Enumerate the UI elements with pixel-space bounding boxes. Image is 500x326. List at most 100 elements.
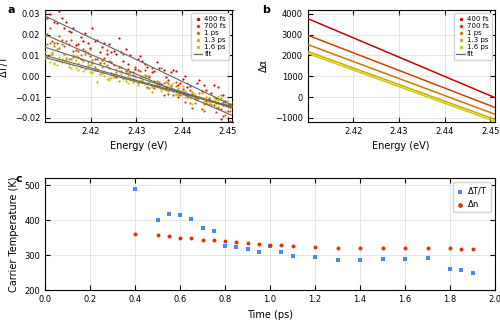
Point bbox=[140, 74, 148, 79]
Point bbox=[140, 72, 148, 77]
Point bbox=[181, 100, 189, 105]
Point bbox=[93, 57, 101, 62]
Point bbox=[190, 93, 198, 98]
Point bbox=[200, 101, 208, 107]
Point bbox=[176, 90, 184, 95]
Point bbox=[224, 103, 232, 109]
Point bbox=[138, 77, 146, 82]
Point bbox=[219, 92, 227, 97]
Point bbox=[86, 62, 94, 67]
$\Delta$n bbox=[187, 236, 195, 241]
Point bbox=[53, 40, 61, 45]
Point bbox=[108, 59, 116, 65]
Point bbox=[202, 88, 210, 93]
Point bbox=[53, 21, 61, 26]
Point bbox=[228, 109, 236, 114]
Point bbox=[174, 87, 182, 92]
Point bbox=[222, 99, 230, 104]
$\Delta$n bbox=[311, 244, 319, 250]
Point bbox=[58, 37, 66, 43]
Point bbox=[202, 94, 210, 99]
Point bbox=[55, 9, 63, 14]
Point bbox=[72, 53, 80, 58]
$\Delta$n bbox=[221, 239, 229, 244]
$\Delta$n bbox=[266, 242, 274, 247]
Point bbox=[155, 81, 163, 86]
Point bbox=[53, 63, 61, 68]
Point bbox=[120, 74, 128, 79]
Point bbox=[55, 58, 63, 64]
Point bbox=[205, 100, 213, 105]
Point bbox=[48, 52, 56, 57]
$\Delta$T/T bbox=[468, 270, 476, 275]
Legend: $\Delta$T/T, $\Delta$n: $\Delta$T/T, $\Delta$n bbox=[454, 182, 491, 213]
Point bbox=[64, 56, 72, 62]
Point bbox=[193, 94, 201, 99]
$\Delta$n bbox=[254, 241, 263, 246]
Point bbox=[88, 25, 96, 31]
Point bbox=[60, 43, 68, 49]
Point bbox=[64, 64, 72, 69]
Point bbox=[60, 52, 68, 57]
Point bbox=[76, 52, 84, 58]
Point bbox=[91, 56, 99, 61]
$\Delta$n bbox=[198, 237, 206, 243]
$\Delta$n bbox=[334, 245, 342, 250]
Point bbox=[212, 95, 220, 100]
Point bbox=[224, 108, 232, 113]
Point bbox=[216, 106, 224, 111]
Point bbox=[120, 76, 128, 82]
Point bbox=[198, 91, 205, 96]
Point bbox=[48, 38, 56, 43]
Point bbox=[64, 42, 72, 47]
Point bbox=[50, 41, 58, 46]
Point bbox=[82, 67, 90, 72]
Point bbox=[193, 80, 201, 85]
Point bbox=[62, 20, 70, 25]
$\Delta$n bbox=[210, 238, 218, 243]
Point bbox=[181, 90, 189, 95]
Point bbox=[186, 95, 194, 100]
Point bbox=[222, 113, 230, 118]
Point bbox=[150, 85, 158, 90]
Point bbox=[86, 69, 94, 74]
Point bbox=[96, 71, 104, 76]
Point bbox=[50, 20, 58, 25]
Point bbox=[178, 87, 186, 93]
Point bbox=[102, 63, 110, 68]
Point bbox=[60, 58, 68, 63]
Point bbox=[152, 81, 160, 86]
Point bbox=[136, 74, 144, 79]
Point bbox=[226, 101, 234, 106]
Point bbox=[70, 49, 78, 54]
Point bbox=[148, 69, 156, 75]
Point bbox=[193, 96, 201, 101]
Point bbox=[105, 41, 113, 46]
Point bbox=[93, 79, 101, 84]
Text: a: a bbox=[8, 5, 15, 15]
Point bbox=[46, 41, 54, 46]
Point bbox=[214, 106, 222, 111]
Point bbox=[188, 92, 196, 97]
Point bbox=[193, 98, 201, 103]
Point bbox=[110, 48, 118, 53]
Point bbox=[140, 82, 148, 87]
Point bbox=[140, 62, 148, 67]
Point bbox=[176, 89, 184, 94]
Point bbox=[44, 53, 52, 59]
Point bbox=[219, 100, 227, 105]
$\Delta$n bbox=[468, 246, 476, 251]
Point bbox=[84, 60, 92, 65]
Point bbox=[126, 78, 134, 83]
Point bbox=[219, 101, 227, 107]
Point bbox=[72, 42, 80, 47]
Point bbox=[108, 75, 116, 80]
Point bbox=[96, 60, 104, 66]
Point bbox=[178, 92, 186, 97]
Point bbox=[100, 55, 108, 61]
Point bbox=[188, 90, 196, 95]
Point bbox=[228, 100, 236, 105]
$\Delta$n bbox=[176, 236, 184, 241]
Point bbox=[98, 45, 106, 50]
Point bbox=[48, 6, 56, 11]
